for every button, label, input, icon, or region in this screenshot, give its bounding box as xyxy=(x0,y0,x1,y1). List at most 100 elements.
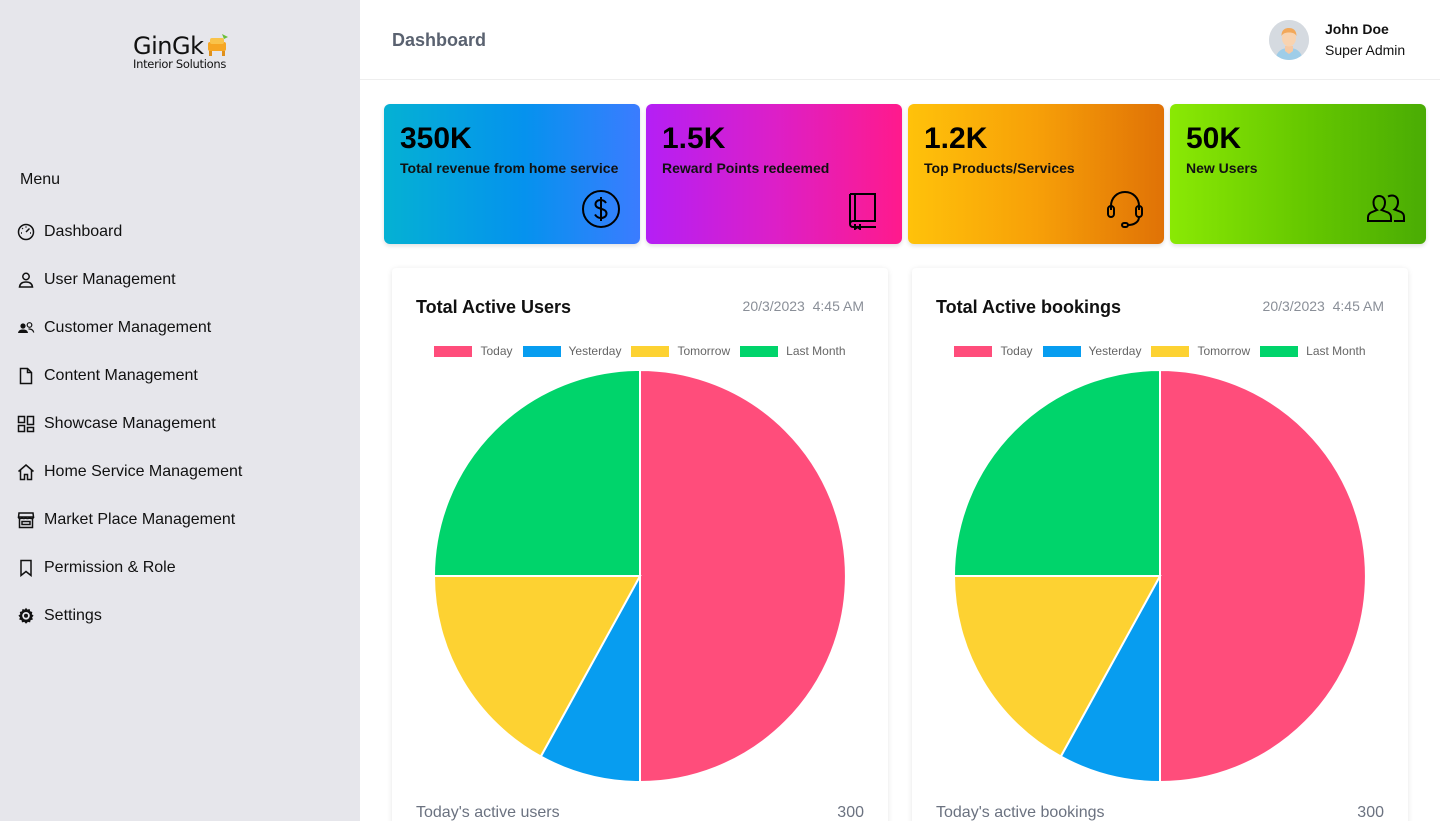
top-bar: Dashboard John Doe Super Admin xyxy=(360,0,1440,80)
footer-value: 300 xyxy=(837,804,864,821)
card-title: Total Active bookings xyxy=(936,297,1122,317)
brand-tagline: Interior Solutions xyxy=(133,57,227,71)
legend-swatch xyxy=(954,345,993,357)
card-footer: Today's active users 300 xyxy=(416,804,864,821)
stat-label: Total revenue from home service xyxy=(400,160,619,176)
card-footer: Today's active bookings 300 xyxy=(936,804,1384,821)
card-timestamp: 20/3/2023 4:45 AM xyxy=(743,298,864,314)
headset-icon xyxy=(1107,190,1143,228)
page-title: Dashboard xyxy=(392,30,487,50)
chart-legend: Today Yesterday Tomorrow Last Month xyxy=(392,344,888,358)
speedometer-icon xyxy=(16,222,36,242)
legend-swatch xyxy=(1260,345,1299,357)
chart-legend: Today Yesterday Tomorrow Last Month xyxy=(912,344,1408,358)
sidebar: GinGk Interior Solutions Menu Dashboard … xyxy=(0,0,360,821)
sidebar-item-content-management[interactable]: Content Management xyxy=(16,352,242,400)
sidebar-item-label: User Management xyxy=(44,271,176,288)
card-title: Total Active Users xyxy=(416,297,572,317)
legend-item-last-month[interactable]: Last Month xyxy=(740,344,846,358)
legend-label: Tomorrow xyxy=(1197,344,1251,358)
sidebar-item-label: Content Management xyxy=(44,367,198,384)
sidebar-item-label: Customer Management xyxy=(44,319,212,336)
sidebar-item-user-management[interactable]: User Management xyxy=(16,256,242,304)
stat-label: Reward Points redeemed xyxy=(662,160,830,176)
sidebar-item-label: Permission & Role xyxy=(44,559,176,576)
menu-heading: Menu xyxy=(20,171,61,188)
pie-chart xyxy=(432,368,847,784)
sidebar-item-label: Showcase Management xyxy=(44,415,216,432)
legend-item-today[interactable]: Today xyxy=(434,344,513,358)
sidebar-item-label: Home Service Management xyxy=(44,463,243,480)
card-date: 20/3/2023 xyxy=(1262,298,1325,314)
legend-label: Tomorrow xyxy=(677,344,731,358)
stat-card-new-users[interactable]: 50K New Users xyxy=(1170,104,1426,244)
stat-card-reward-points[interactable]: 1.5K Reward Points redeemed xyxy=(646,104,902,244)
user-icon xyxy=(16,270,36,290)
card-timestamp: 20/3/2023 4:45 AM xyxy=(1263,298,1384,314)
store-icon xyxy=(16,510,36,530)
stat-label: New Users xyxy=(1186,160,1258,176)
card-time: 4:45 AM xyxy=(1332,298,1384,314)
stat-value: 350K xyxy=(400,122,472,155)
brand-name: GinGk xyxy=(133,32,204,60)
legend-item-tomorrow[interactable]: Tomorrow xyxy=(1151,344,1250,358)
gear-icon xyxy=(16,606,36,626)
pie-slice-today[interactable] xyxy=(1159,368,1367,784)
document-icon xyxy=(16,366,36,386)
user-name[interactable]: John Doe xyxy=(1325,21,1389,37)
sidebar-item-home-service-management[interactable]: Home Service Management xyxy=(16,448,242,496)
book-icon xyxy=(848,193,876,230)
pie-slice-tomorrow[interactable] xyxy=(952,575,1162,758)
sidebar-item-dashboard[interactable]: Dashboard xyxy=(16,208,242,256)
chart-card-active-bookings: Total Active bookings 20/3/2023 4:45 AM … xyxy=(912,268,1408,821)
pie-slice-last-month[interactable] xyxy=(432,368,641,577)
chart-card-active-users: Total Active Users 20/3/2023 4:45 AM Tod… xyxy=(392,268,888,821)
pie-slice-yesterday[interactable] xyxy=(539,575,641,784)
legend-item-yesterday[interactable]: Yesterday xyxy=(1042,344,1141,358)
stat-card-top-products[interactable]: 1.2K Top Products/Services xyxy=(908,104,1164,244)
legend-item-last-month[interactable]: Last Month xyxy=(1260,344,1366,358)
bookmark-icon xyxy=(16,558,36,578)
user-role: Super Admin xyxy=(1325,42,1406,58)
footer-label: Today's active users xyxy=(416,804,560,821)
card-time: 4:45 AM xyxy=(812,298,864,314)
stat-label: Top Products/Services xyxy=(924,160,1075,176)
card-date: 20/3/2023 xyxy=(742,298,805,314)
pie-slice-yesterday[interactable] xyxy=(1059,575,1161,784)
sidebar-item-market-place-management[interactable]: Market Place Management xyxy=(16,496,242,544)
sidebar-item-customer-management[interactable]: Customer Management xyxy=(16,304,242,352)
sidebar-item-label: Settings xyxy=(44,607,102,624)
stat-value: 50K xyxy=(1186,122,1242,155)
legend-item-tomorrow[interactable]: Tomorrow xyxy=(631,344,730,358)
grid-icon xyxy=(16,414,36,434)
legend-label: Yesterday xyxy=(568,344,622,358)
legend-item-today[interactable]: Today xyxy=(954,344,1033,358)
brand-mark-icon xyxy=(208,34,228,56)
dollar-icon xyxy=(582,190,620,228)
stat-value: 1.2K xyxy=(924,122,988,155)
brand-logo[interactable]: GinGk Interior Solutions xyxy=(133,32,243,76)
sidebar-item-showcase-management[interactable]: Showcase Management xyxy=(16,400,242,448)
legend-swatch xyxy=(631,345,670,357)
pie-slice-last-month[interactable] xyxy=(952,368,1161,577)
stat-card-revenue[interactable]: 350K Total revenue from home service xyxy=(384,104,640,244)
legend-swatch xyxy=(1042,345,1081,357)
pie-chart xyxy=(952,368,1367,784)
legend-label: Today xyxy=(1000,344,1033,358)
stat-value: 1.5K xyxy=(662,122,726,155)
legend-label: Last Month xyxy=(1306,344,1366,358)
sidebar-item-permission-role[interactable]: Permission & Role xyxy=(16,544,242,592)
legend-item-yesterday[interactable]: Yesterday xyxy=(522,344,622,358)
pie-slice-tomorrow[interactable] xyxy=(432,575,642,758)
sidebar-item-settings[interactable]: Settings xyxy=(16,592,242,640)
user-avatar-icon xyxy=(1269,20,1309,60)
legend-swatch xyxy=(434,345,473,357)
sidebar-item-label: Dashboard xyxy=(44,223,123,240)
legend-swatch xyxy=(740,345,779,357)
pie-slice-today[interactable] xyxy=(639,368,847,784)
avatar[interactable] xyxy=(1269,20,1309,60)
sidebar-menu: Dashboard User Management Customer Manag… xyxy=(16,208,242,640)
legend-label: Today xyxy=(480,344,513,358)
users-icon xyxy=(16,318,36,338)
legend-label: Last Month xyxy=(786,344,846,358)
